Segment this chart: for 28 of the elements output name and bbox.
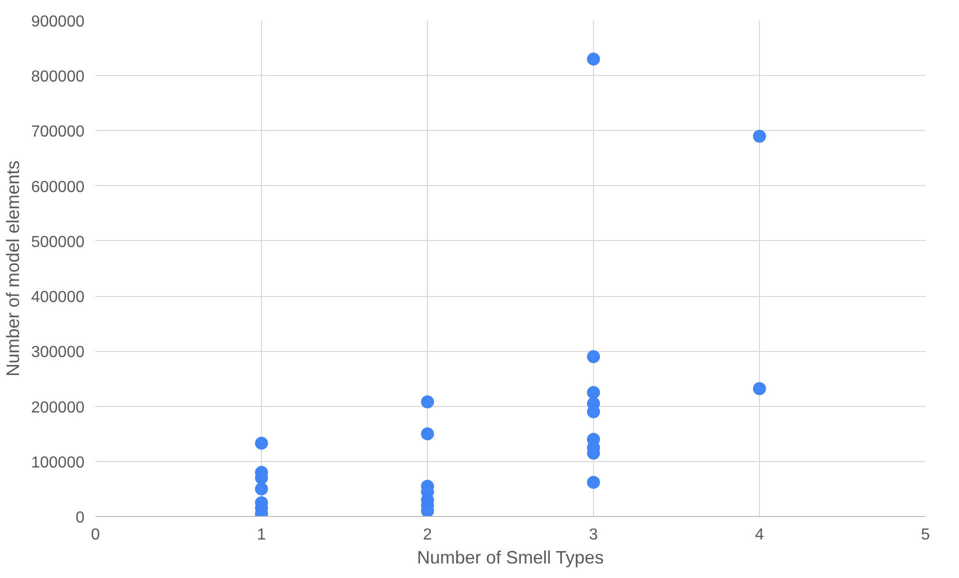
point [587,52,600,66]
x-tick-label: 5 [921,526,930,544]
x-tick-label: 2 [423,526,432,544]
point [421,427,434,440]
x-tick-label: 4 [755,526,764,544]
point [255,436,268,450]
point [255,482,268,496]
y-tick-label: 500000 [31,234,85,251]
point [421,395,434,408]
x-tick-label: 3 [589,526,598,544]
y-tick-label: 100000 [31,454,85,472]
y-tick-label: 600000 [31,178,85,196]
y-tick-label: 0 [76,510,85,526]
point [587,386,600,399]
point [753,130,766,143]
x-axis-title: Number of Smell Types [416,548,604,568]
y-tick-label: 800000 [31,68,85,86]
y-tick-label: 900000 [31,14,85,30]
point [587,476,600,489]
point [753,382,766,396]
y-tick-label: 200000 [31,399,85,416]
x-tick-label: 1 [257,526,266,544]
y-axis-title: Number of model elements [3,160,24,377]
y-tick-label: 700000 [31,124,85,141]
x-tick-label: 0 [91,526,100,544]
y-tick-label: 400000 [31,289,85,306]
point [587,350,600,364]
y-tick-label: 300000 [31,344,85,362]
